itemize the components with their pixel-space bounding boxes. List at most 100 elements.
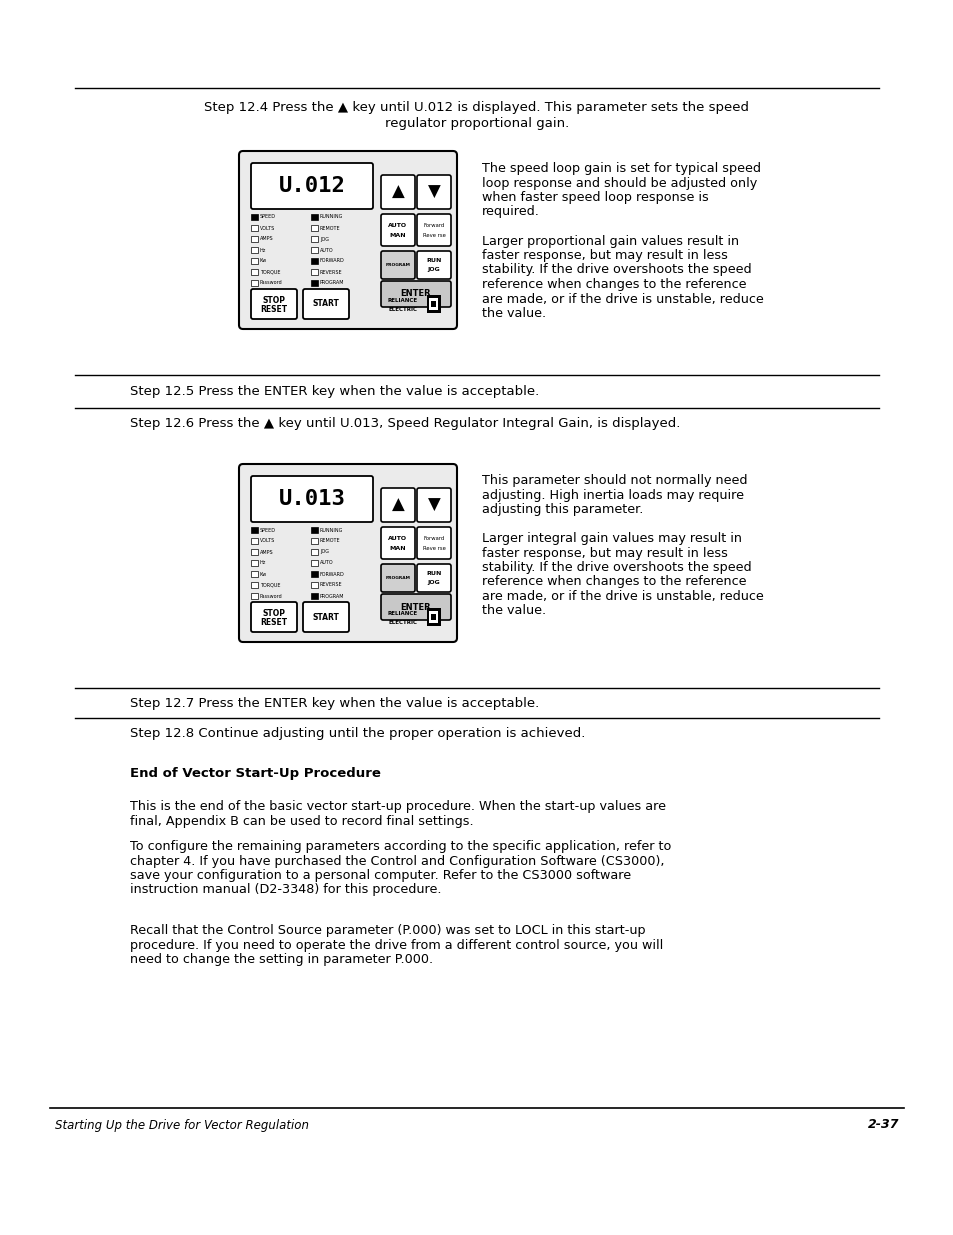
Text: JOG: JOG (427, 580, 440, 585)
Text: Step 12.8 Continue adjusting until the proper operation is achieved.: Step 12.8 Continue adjusting until the p… (130, 727, 585, 741)
Text: Larger proportional gain values result in: Larger proportional gain values result i… (481, 235, 739, 247)
Text: RESET: RESET (260, 618, 287, 626)
Text: FORWARD: FORWARD (319, 258, 344, 263)
Bar (251, 559, 257, 566)
Text: ▲: ▲ (392, 183, 404, 201)
Bar (427, 608, 440, 626)
FancyBboxPatch shape (380, 488, 415, 522)
Bar (251, 550, 257, 555)
Bar (251, 214, 257, 220)
Bar (251, 225, 257, 231)
Text: To configure the remaining parameters according to the specific application, ref: To configure the remaining parameters ac… (130, 840, 671, 853)
FancyBboxPatch shape (251, 601, 296, 632)
Text: PROGRAM: PROGRAM (385, 263, 410, 267)
Bar (431, 301, 436, 308)
FancyBboxPatch shape (239, 464, 456, 642)
Text: VOLTS: VOLTS (260, 226, 275, 231)
Text: JOG: JOG (427, 267, 440, 272)
Text: MAN: MAN (389, 546, 406, 551)
Bar (427, 295, 440, 312)
Text: Password: Password (260, 280, 282, 285)
Bar (311, 593, 317, 599)
Text: ENTER: ENTER (400, 289, 431, 299)
FancyBboxPatch shape (380, 214, 415, 246)
Text: PROGRAM: PROGRAM (319, 594, 344, 599)
Text: VOLTS: VOLTS (260, 538, 275, 543)
Bar (251, 538, 257, 543)
FancyBboxPatch shape (416, 214, 451, 246)
Text: Reve rse: Reve rse (422, 232, 445, 237)
FancyBboxPatch shape (416, 527, 451, 559)
Text: ELECTRIC: ELECTRIC (388, 306, 417, 311)
Text: U.013: U.013 (278, 489, 345, 509)
FancyBboxPatch shape (239, 151, 456, 329)
Text: chapter 4. If you have purchased the Control and Configuration Software (CS3000): chapter 4. If you have purchased the Con… (130, 855, 664, 867)
Text: PROGRAM: PROGRAM (319, 280, 344, 285)
Text: regulator proportional gain.: regulator proportional gain. (384, 117, 569, 131)
Bar (251, 280, 257, 287)
Text: RUNNING: RUNNING (319, 215, 343, 220)
Text: PROGRAM: PROGRAM (385, 576, 410, 580)
Text: when faster speed loop response is: when faster speed loop response is (481, 191, 708, 204)
Bar (311, 280, 317, 287)
Bar (311, 269, 317, 275)
FancyBboxPatch shape (303, 289, 349, 319)
FancyBboxPatch shape (416, 175, 451, 209)
Text: RELIANCE: RELIANCE (388, 298, 417, 303)
Text: MAN: MAN (389, 232, 406, 237)
Text: RUN: RUN (426, 571, 441, 577)
Bar (311, 236, 317, 242)
Text: Kw: Kw (260, 258, 267, 263)
Text: SPEED: SPEED (260, 527, 275, 532)
Bar (311, 225, 317, 231)
Text: ELECTRIC: ELECTRIC (388, 620, 417, 625)
Text: are made, or if the drive is unstable, reduce: are made, or if the drive is unstable, r… (481, 293, 763, 305)
Text: Recall that the Control Source parameter (P.000) was set to LOCL in this start-u: Recall that the Control Source parameter… (130, 924, 645, 937)
Text: ▼: ▼ (427, 183, 440, 201)
FancyBboxPatch shape (380, 564, 415, 592)
FancyBboxPatch shape (416, 564, 451, 592)
Bar (311, 247, 317, 253)
FancyBboxPatch shape (416, 488, 451, 522)
Text: faster response, but may result in less: faster response, but may result in less (481, 547, 727, 559)
Text: instruction manual (D2-3348) for this procedure.: instruction manual (D2-3348) for this pr… (130, 883, 441, 897)
Text: Reve rse: Reve rse (422, 546, 445, 551)
Bar (251, 593, 257, 599)
Text: ▲: ▲ (392, 496, 404, 514)
Text: JOG: JOG (319, 236, 329, 242)
FancyBboxPatch shape (380, 594, 451, 620)
Text: Step 12.6 Press the ▲ key until U.013, Speed Regulator Integral Gain, is display: Step 12.6 Press the ▲ key until U.013, S… (130, 417, 679, 431)
Text: SPEED: SPEED (260, 215, 275, 220)
Text: loop response and should be adjusted only: loop response and should be adjusted onl… (481, 177, 757, 189)
Text: adjusting. High inertia loads may require: adjusting. High inertia loads may requir… (481, 489, 743, 501)
Text: Step 12.5 Press the ENTER key when the value is acceptable.: Step 12.5 Press the ENTER key when the v… (130, 385, 538, 399)
Text: RUNNING: RUNNING (319, 527, 343, 532)
Text: Starting Up the Drive for Vector Regulation: Starting Up the Drive for Vector Regulat… (55, 1119, 309, 1131)
Text: REVERSE: REVERSE (319, 583, 342, 588)
Text: STOP: STOP (262, 609, 285, 618)
Text: ▼: ▼ (427, 496, 440, 514)
Bar (311, 571, 317, 577)
Text: stability. If the drive overshoots the speed: stability. If the drive overshoots the s… (481, 561, 751, 574)
Bar (311, 527, 317, 534)
Text: This parameter should not normally need: This parameter should not normally need (481, 474, 747, 487)
Text: REMOTE: REMOTE (319, 226, 340, 231)
Bar (251, 571, 257, 577)
Text: Password: Password (260, 594, 282, 599)
FancyBboxPatch shape (251, 163, 373, 209)
Text: U.012: U.012 (278, 177, 345, 196)
Bar (311, 258, 317, 264)
Text: TORQUE: TORQUE (260, 583, 280, 588)
Bar (251, 236, 257, 242)
Text: Larger integral gain values may result in: Larger integral gain values may result i… (481, 532, 741, 545)
Text: the value.: the value. (481, 308, 545, 320)
Bar (429, 298, 437, 310)
Bar (251, 247, 257, 253)
Text: faster response, but may result in less: faster response, but may result in less (481, 249, 727, 262)
Text: AMPS: AMPS (260, 236, 274, 242)
Text: reference when changes to the reference: reference when changes to the reference (481, 576, 745, 589)
FancyBboxPatch shape (303, 601, 349, 632)
Text: AUTO: AUTO (388, 536, 407, 541)
Bar (429, 611, 437, 622)
Text: reference when changes to the reference: reference when changes to the reference (481, 278, 745, 291)
